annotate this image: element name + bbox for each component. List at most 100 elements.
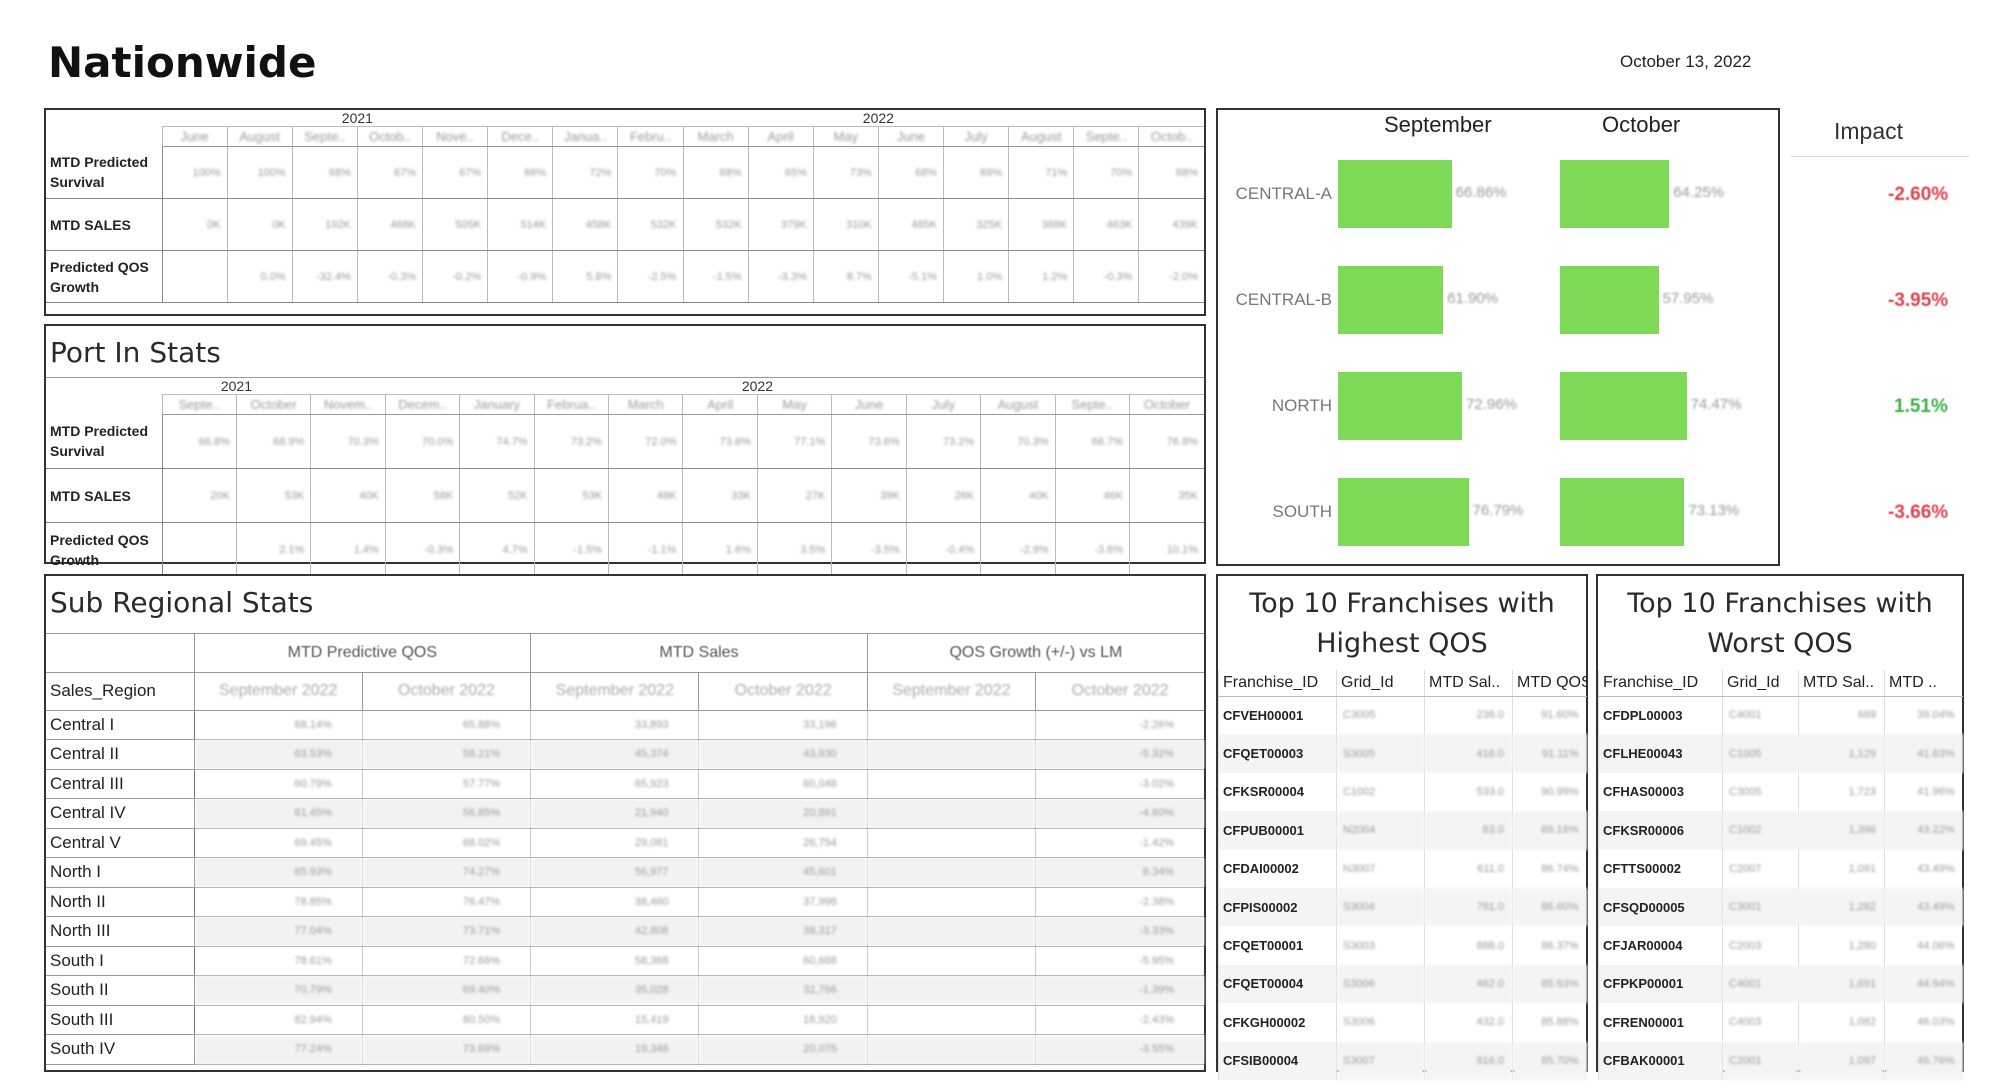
region-value: 33,893 [530, 710, 699, 740]
grid-id: C3005 [1722, 772, 1799, 812]
grid-id: N3007 [1336, 849, 1425, 888]
group-header: MTD Predictive QOS [193, 634, 531, 673]
stat-value: 40K [980, 468, 1056, 523]
impact-value: 1.51% [1894, 396, 1948, 417]
stat-value [161, 250, 228, 303]
grid-id: C4003 [1722, 1003, 1799, 1042]
mtd-qos: 85.70% [1512, 1041, 1587, 1080]
region-value: 77.24% [193, 1034, 363, 1065]
mtd-qos: 43.49% [1884, 887, 1963, 927]
month-header: Novem.. [310, 394, 386, 415]
region-value: 35,028 [530, 975, 699, 1006]
region-row: South II 70.79% 69.40% 35,028 32,766 -1.39% [46, 975, 1204, 1006]
grid-id: C4001 [1722, 696, 1799, 735]
stat-value: 379K [747, 198, 814, 251]
port-in-year-row: 2021 2022 [46, 378, 1204, 395]
mtd-qos: 91.60% [1512, 696, 1587, 735]
month-header: Februa.. [533, 394, 609, 415]
grid-id: S3006 [1336, 1003, 1425, 1042]
mtd-qos: 85.88% [1512, 1003, 1587, 1042]
mtd-qos: 46.76% [1884, 1041, 1963, 1080]
region-value: 45,374 [530, 739, 699, 770]
stat-value: 192K [291, 198, 358, 251]
october-value: 57.95% [1662, 290, 1714, 307]
month-header: Septe.. [291, 126, 358, 147]
stat-value: 468K [356, 198, 423, 251]
port-in-stats-panel: Port In Stats 2021 2022 Septe.. October Nove… [44, 324, 1206, 577]
stat-value: 5.8% [552, 250, 618, 303]
region-value [866, 916, 1036, 947]
month-header: October [1128, 394, 1204, 415]
region-value [866, 887, 1036, 917]
region-row: South IV 77.24% 73.69% 19,348 20,075 -3.55% [46, 1034, 1204, 1065]
region-value: 57.77% [361, 769, 531, 799]
october-bar [1560, 160, 1670, 228]
stat-value: 71% [1008, 146, 1074, 199]
stat-value: 485K [877, 198, 944, 251]
impact-header: Impact [1834, 118, 1904, 144]
stat-value: 66% [487, 146, 553, 199]
month-header: March [608, 394, 683, 415]
september-value: 61.90% [1447, 290, 1499, 307]
mtd-sales: 1,396 [1798, 811, 1885, 850]
stat-value: 8.7% [812, 250, 879, 303]
nationwide-data-row: MTD Predicted Survival 100% 100% 68% 67% 67% 6… [46, 146, 1204, 199]
stat-value: 70% [617, 146, 683, 199]
stat-value: 68% [877, 146, 944, 199]
sub-regional-table: MTD Predictive QOS MTD Sales QOS Growth (+… [46, 634, 1204, 1065]
region-value: 60.79% [193, 769, 363, 799]
region-label: SOUTH [1272, 502, 1333, 521]
stat-value: 0K [226, 198, 293, 251]
region-value: 60,668 [698, 946, 868, 976]
grid-id: S3003 [1336, 926, 1425, 965]
region-row: Central IV 61.45% 56.85% 21,940 20,891 -4.60% [46, 798, 1204, 829]
region-name: Central III [46, 769, 195, 799]
region-value [866, 710, 1036, 740]
region-value: 43,930 [698, 739, 868, 770]
month-header: August [1008, 126, 1074, 147]
top-highest-title: Top 10 Franchises with Highest QOS [1218, 576, 1586, 664]
grid-id: S3005 [1336, 734, 1425, 773]
region-value: -3.33% [1035, 916, 1204, 947]
region-value: 76.47% [361, 887, 531, 917]
month-subheader: September 2022 [530, 672, 699, 711]
region-value: 58.21% [361, 739, 531, 770]
region-value: -2.26% [1035, 710, 1204, 740]
region-name: South IV [46, 1034, 195, 1065]
region-value: 45,601 [698, 857, 868, 888]
franchise-id: CFKSR00004 [1218, 772, 1337, 812]
region-value: 42,808 [530, 916, 699, 947]
mtd-sales: 1,723 [1798, 772, 1885, 812]
region-row: Central III 60.79% 57.77% 65,923 60,048 -3.02… [46, 769, 1204, 799]
region-name: Central II [46, 739, 195, 770]
stat-value: -5.1% [877, 250, 944, 303]
row-label: MTD Predicted Survival [46, 146, 163, 199]
stat-value: 70.3% [980, 414, 1056, 469]
region-value [866, 769, 1036, 799]
franchise-id: CFHAS00003 [1598, 772, 1723, 812]
nationwide-data-row: Predicted QOS Growth 0.0% -32.4% -0.3% -0.2%… [46, 250, 1204, 303]
grid-id: C3005 [1336, 696, 1425, 735]
region-value: 8.34% [1035, 857, 1204, 888]
region-row: North II 78.85% 76.47% 38,460 37,998 -2.38% [46, 887, 1204, 917]
grid-id: S3007 [1336, 1041, 1425, 1080]
region-value: -1.42% [1035, 828, 1204, 858]
port-in-title: Port In Stats [46, 326, 1204, 378]
top-highest-table: Franchise_ID Grid_Id MTD Sal.. MTD QOS CFVEH… [1218, 670, 1587, 1080]
region-value: -2.43% [1035, 1005, 1204, 1035]
region-row: South III 82.94% 80.50% 15,419 18,920 -2.43% [46, 1005, 1204, 1035]
region-name: North III [46, 916, 195, 947]
stat-value: -0.9% [487, 250, 553, 303]
stat-value: 27K [756, 468, 832, 523]
month-header: Febru.. [617, 126, 683, 147]
mtd-sales: 916.0 [1424, 1041, 1513, 1080]
franchise-id: CFPIS00002 [1218, 887, 1337, 927]
grid-id: N2004 [1336, 811, 1425, 850]
stat-value: -3.3% [747, 250, 814, 303]
october-value: 73.13% [1688, 502, 1740, 519]
franchise-id: CFQET00004 [1218, 964, 1337, 1004]
region-row: Central I 68.14% 65.88% 33,893 33,196 -2.26% [46, 710, 1204, 740]
region-name: North I [46, 857, 195, 888]
month-header: April [747, 126, 814, 147]
mtd-qos: 41.63% [1884, 734, 1963, 773]
